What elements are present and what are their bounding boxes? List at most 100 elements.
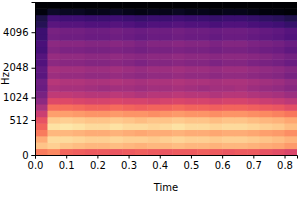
heatmap-cell xyxy=(210,85,223,92)
heatmap-cell xyxy=(72,104,85,111)
heatmap-cell xyxy=(160,21,173,28)
x-tick-label: 0.1 xyxy=(59,160,75,171)
x-tick-mark xyxy=(66,155,67,159)
heatmap-cell xyxy=(72,98,85,105)
heatmap-cell xyxy=(135,27,148,34)
heatmap-cell xyxy=(122,53,135,60)
heatmap-cell xyxy=(260,59,273,66)
heatmap-cell xyxy=(160,47,173,54)
heatmap-cell xyxy=(272,47,285,54)
heatmap-cell xyxy=(110,104,123,111)
y-axis-title: Hz xyxy=(0,72,11,85)
heatmap-cell xyxy=(147,66,160,73)
y-tick-mark xyxy=(32,68,36,69)
heatmap-cell xyxy=(185,2,198,9)
x-tick-label: 0.5 xyxy=(183,160,199,171)
heatmap-cell xyxy=(72,21,85,28)
heatmap-cell xyxy=(272,142,285,149)
heatmap-cell xyxy=(185,91,198,98)
heatmap-cell xyxy=(122,129,135,136)
heatmap-cell xyxy=(85,104,98,111)
heatmap-cell xyxy=(260,129,273,136)
heatmap-cell xyxy=(147,8,160,15)
heatmap-cell xyxy=(85,40,98,47)
heatmap-cell xyxy=(285,123,297,130)
heatmap-cell xyxy=(185,149,198,155)
heatmap-cell xyxy=(160,59,173,66)
heatmap-cell xyxy=(235,53,248,60)
heatmap-cell xyxy=(235,47,248,54)
heatmap-cell xyxy=(285,85,297,92)
heatmap-cell xyxy=(222,117,235,124)
y-tick: 1024 xyxy=(3,92,35,103)
heatmap-cell xyxy=(260,110,273,117)
heatmap-cell xyxy=(35,123,48,130)
heatmap-cell xyxy=(235,78,248,85)
heatmap-cell xyxy=(210,123,223,130)
heatmap-cell xyxy=(185,21,198,28)
y-tick: 2048 xyxy=(3,62,35,73)
heatmap-cell xyxy=(260,53,273,60)
heatmap-cell xyxy=(285,136,297,143)
heatmap-cell xyxy=(222,136,235,143)
heatmap-cell xyxy=(47,117,60,124)
heatmap-cell xyxy=(97,123,110,130)
heatmap-cell xyxy=(247,72,260,79)
heatmap-cell xyxy=(135,136,148,143)
x-axis-line xyxy=(36,156,298,159)
heatmap-cell xyxy=(160,66,173,73)
heatmap-cell xyxy=(172,47,185,54)
heatmap-cell xyxy=(35,98,48,105)
heatmap-cell xyxy=(172,72,185,79)
heatmap-cell xyxy=(185,34,198,41)
heatmap-cell xyxy=(110,15,123,22)
heatmap-cell xyxy=(260,72,273,79)
heatmap-cell xyxy=(97,142,110,149)
heatmap-cell xyxy=(210,78,223,85)
heatmap-cell xyxy=(210,91,223,98)
y-tick-mark xyxy=(32,97,36,98)
heatmap-cell xyxy=(72,27,85,34)
heatmap-cell xyxy=(135,15,148,22)
heatmap-cell xyxy=(35,142,48,149)
heatmap-cell xyxy=(110,2,123,9)
heatmap-cell xyxy=(122,85,135,92)
heatmap-cell xyxy=(72,91,85,98)
heatmap-cell xyxy=(185,72,198,79)
heatmap-cell xyxy=(260,2,273,9)
heatmap-cell xyxy=(97,27,110,34)
heatmap-cell xyxy=(247,53,260,60)
heatmap-cell xyxy=(272,2,285,9)
heatmap-cell xyxy=(272,27,285,34)
heatmap-cell xyxy=(135,110,148,117)
heatmap-cell xyxy=(110,59,123,66)
heatmap-cell xyxy=(197,66,210,73)
heatmap-cell xyxy=(110,110,123,117)
heatmap-cell xyxy=(272,117,285,124)
heatmap-cell xyxy=(285,59,297,66)
heatmap-cell xyxy=(60,136,73,143)
heatmap-cell xyxy=(147,72,160,79)
heatmap-cell xyxy=(135,2,148,9)
heatmap-cell xyxy=(197,85,210,92)
heatmap-cell xyxy=(60,78,73,85)
heatmap-cell xyxy=(222,142,235,149)
heatmap-cell xyxy=(285,53,297,60)
heatmap-cell xyxy=(210,21,223,28)
heatmap-cell xyxy=(172,78,185,85)
heatmap-cell xyxy=(35,27,48,34)
heatmap-cell xyxy=(60,53,73,60)
heatmap-cell xyxy=(97,15,110,22)
heatmap-cell xyxy=(160,142,173,149)
heatmap-cell xyxy=(235,149,248,155)
heatmap-cell xyxy=(185,104,198,111)
heatmap-cell xyxy=(110,21,123,28)
heatmap-cell xyxy=(172,53,185,60)
heatmap-cell xyxy=(172,85,185,92)
heatmap-cell xyxy=(185,40,198,47)
heatmap-cell xyxy=(122,2,135,9)
heatmap-cell xyxy=(247,136,260,143)
heatmap-cell xyxy=(147,123,160,130)
heatmap-cell xyxy=(72,8,85,15)
heatmap-cell xyxy=(260,27,273,34)
